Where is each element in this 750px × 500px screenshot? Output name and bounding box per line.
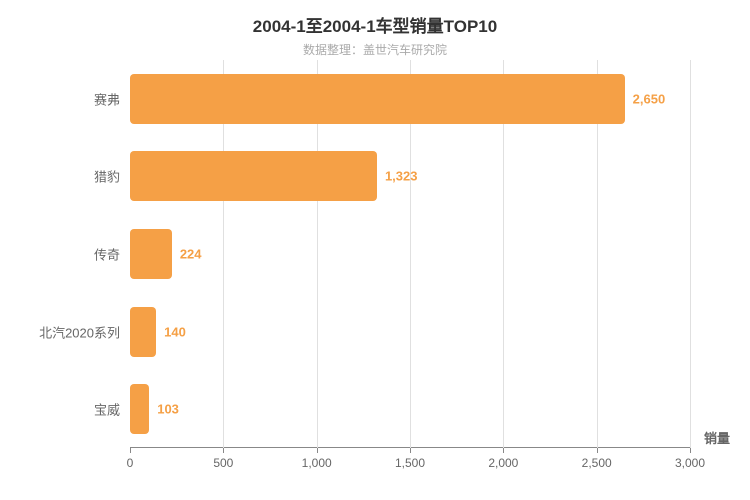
y-category-label: 赛弗 xyxy=(94,89,120,108)
y-category-label: 宝威 xyxy=(94,400,120,419)
bar xyxy=(130,74,625,124)
bar-value-label: 224 xyxy=(180,247,202,262)
x-tick xyxy=(317,448,318,453)
bar-value-label: 140 xyxy=(164,324,186,339)
y-category-label: 北汽2020系列 xyxy=(39,322,120,341)
bar xyxy=(130,307,156,357)
x-tick-label: 0 xyxy=(127,456,134,470)
grid-line xyxy=(690,60,691,448)
x-tick-label: 2,000 xyxy=(488,456,518,470)
bar xyxy=(130,151,377,201)
chart-container: 2004-1至2004-1车型销量TOP10 数据整理：盖世汽车研究院 0500… xyxy=(0,0,750,500)
bar xyxy=(130,229,172,279)
x-tick xyxy=(503,448,504,453)
x-tick-label: 1,000 xyxy=(302,456,332,470)
x-tick xyxy=(410,448,411,453)
y-category-label: 猎豹 xyxy=(94,167,120,186)
plot-area: 05001,0001,5002,0002,5003,000赛弗2,650猎豹1,… xyxy=(130,60,690,448)
bar-value-label: 1,323 xyxy=(385,169,418,184)
x-tick-label: 3,000 xyxy=(675,456,705,470)
x-tick xyxy=(690,448,691,453)
bar-value-label: 103 xyxy=(157,402,179,417)
bar-value-label: 2,650 xyxy=(633,91,666,106)
y-category-label: 传奇 xyxy=(94,245,120,264)
x-tick xyxy=(130,448,131,453)
chart-subtitle: 数据整理：盖世汽车研究院 xyxy=(0,41,750,58)
x-tick xyxy=(597,448,598,453)
x-tick xyxy=(223,448,224,453)
chart-title: 2004-1至2004-1车型销量TOP10 xyxy=(0,0,750,37)
x-tick-label: 2,500 xyxy=(582,456,612,470)
bar xyxy=(130,384,149,434)
x-tick-label: 1,500 xyxy=(395,456,425,470)
x-axis-title: 销量 xyxy=(704,428,730,447)
x-tick-label: 500 xyxy=(213,456,233,470)
